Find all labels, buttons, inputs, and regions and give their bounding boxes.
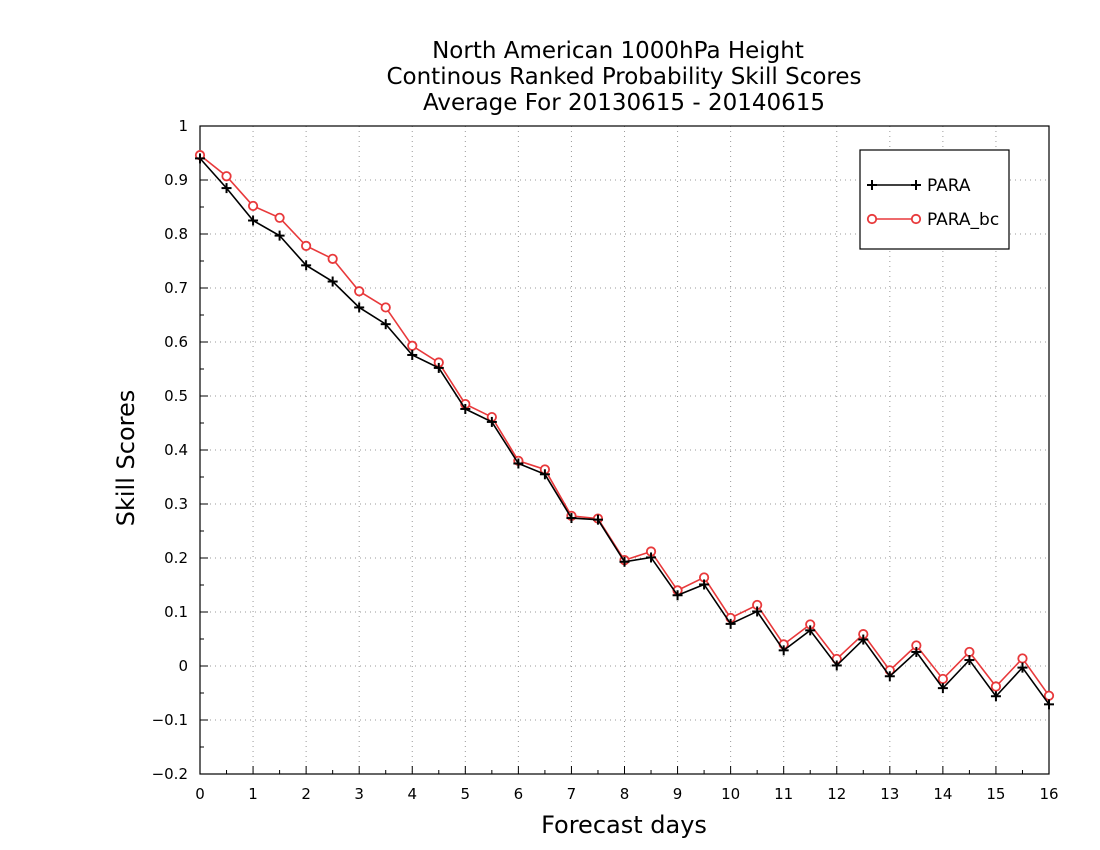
y-tick-label: 0.7 [164, 279, 188, 297]
plus-marker [619, 556, 630, 567]
circle-marker [221, 171, 232, 182]
x-tick-label: 7 [567, 785, 577, 803]
plus-marker [911, 646, 922, 657]
plus-marker [539, 469, 550, 480]
title-line-1: North American 1000hPa Height [432, 38, 804, 64]
legend-entry: PARA [867, 176, 971, 196]
plus-marker [778, 645, 789, 656]
plus-marker [380, 319, 391, 330]
y-tick-label: 0.4 [164, 441, 188, 459]
plus-marker [867, 180, 877, 190]
y-tick-label: −0.2 [152, 765, 188, 783]
legend-label: PARA [927, 176, 971, 196]
y-tick-label: 0 [178, 657, 188, 675]
plus-marker [433, 362, 444, 373]
legend-box [859, 149, 1010, 250]
legend: PARA PARA_bc [859, 149, 1010, 250]
series-layer [194, 150, 1055, 710]
x-tick-label: 16 [1039, 785, 1058, 803]
plus-marker [964, 655, 975, 666]
plus-marker [486, 416, 497, 427]
x-tick-label: 9 [673, 785, 683, 803]
plus-marker [566, 513, 577, 524]
plus-marker [699, 579, 710, 590]
x-tick-label: 0 [195, 785, 205, 803]
plus-marker [646, 552, 657, 563]
plus-marker [460, 403, 471, 414]
circle-marker [1017, 653, 1028, 664]
circle-marker [380, 302, 391, 313]
y-axis-label: Skill Scores [112, 390, 140, 527]
plus-marker [513, 458, 524, 469]
plus-marker [725, 618, 736, 629]
plus-marker [911, 180, 921, 190]
circle-marker [964, 646, 975, 658]
x-tick-label: 10 [721, 785, 740, 803]
y-tick-label: 0.1 [164, 603, 188, 621]
plus-marker [672, 590, 683, 601]
x-tick-label: 1 [248, 785, 258, 803]
plus-marker [248, 215, 259, 226]
circle-marker [937, 673, 948, 685]
x-tick-label: 4 [407, 785, 417, 803]
plus-marker [274, 230, 285, 241]
x-tick-label: 2 [301, 785, 311, 803]
plus-marker [301, 260, 312, 271]
y-tick-label: 0.6 [164, 333, 188, 351]
plus-marker [990, 691, 1001, 702]
x-tick-label: 11 [774, 785, 793, 803]
plus-marker [1044, 699, 1054, 710]
plus-marker [327, 276, 338, 287]
series-para [195, 153, 1054, 710]
x-tick-label: 6 [514, 785, 524, 803]
x-tick-label: 14 [933, 785, 952, 803]
circle-marker [1043, 690, 1055, 701]
chart-title: North American 1000hPa Height Continous … [386, 38, 861, 116]
y-tick-label: 0.8 [164, 225, 188, 243]
y-tick-label: 0.3 [164, 495, 188, 513]
circle-marker [407, 340, 418, 351]
plus-marker [884, 671, 895, 682]
y-tick-label: 0.9 [164, 171, 188, 189]
x-tick-label: 15 [986, 785, 1005, 803]
circle-marker [910, 213, 922, 225]
title-line-2: Continous Ranked Probability Skill Score… [386, 64, 861, 90]
plus-marker [805, 625, 816, 636]
plus-marker [221, 183, 232, 194]
x-tick-label: 8 [620, 785, 630, 803]
circle-marker [274, 212, 285, 223]
circle-marker [866, 213, 878, 225]
circle-marker [990, 681, 1002, 692]
legend-entry: PARA_bc [866, 210, 999, 230]
y-tick-label: 0.2 [164, 549, 188, 567]
x-tick-label: 3 [354, 785, 364, 803]
plus-marker [1017, 662, 1028, 673]
plus-marker [858, 634, 869, 645]
title-line-3: Average For 20130615 - 20140615 [423, 90, 825, 116]
x-tick-label: 13 [880, 785, 899, 803]
plus-marker [937, 683, 948, 694]
y-tick-label: 1 [178, 117, 188, 135]
y-tick-label: 0.5 [164, 387, 188, 405]
plus-marker [831, 660, 842, 671]
circle-marker [327, 253, 338, 264]
axis-ticks: −0.2−0.100.10.20.30.40.50.60.70.80.910 1 2… [152, 117, 1059, 803]
plus-marker [195, 153, 205, 164]
circle-marker [354, 286, 365, 297]
x-tick-label: 5 [461, 785, 471, 803]
x-tick-label: 12 [827, 785, 846, 803]
circle-marker [301, 240, 312, 251]
legend-label: PARA_bc [927, 210, 999, 230]
y-tick-label: −0.1 [152, 711, 188, 729]
circle-marker [247, 200, 259, 212]
plus-marker [592, 514, 603, 525]
plus-marker [354, 302, 365, 313]
plus-marker [752, 606, 763, 617]
plus-marker [407, 349, 418, 360]
x-axis-label: Forecast days [541, 811, 707, 839]
